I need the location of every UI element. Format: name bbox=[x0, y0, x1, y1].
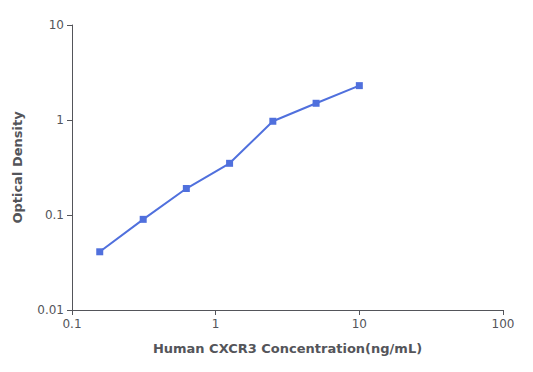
svg-text:1: 1 bbox=[212, 317, 220, 331]
svg-text:Optical Density: Optical Density bbox=[10, 111, 25, 224]
svg-text:10: 10 bbox=[352, 317, 367, 331]
svg-text:100: 100 bbox=[492, 317, 515, 331]
svg-text:0.01: 0.01 bbox=[37, 303, 64, 317]
svg-text:10: 10 bbox=[49, 18, 64, 32]
svg-text:Human CXCR3 Concentration(ng/m: Human CXCR3 Concentration(ng/mL) bbox=[153, 341, 422, 356]
svg-text:0.1: 0.1 bbox=[45, 208, 64, 222]
svg-text:0.1: 0.1 bbox=[62, 317, 81, 331]
svg-text:1: 1 bbox=[56, 113, 64, 127]
